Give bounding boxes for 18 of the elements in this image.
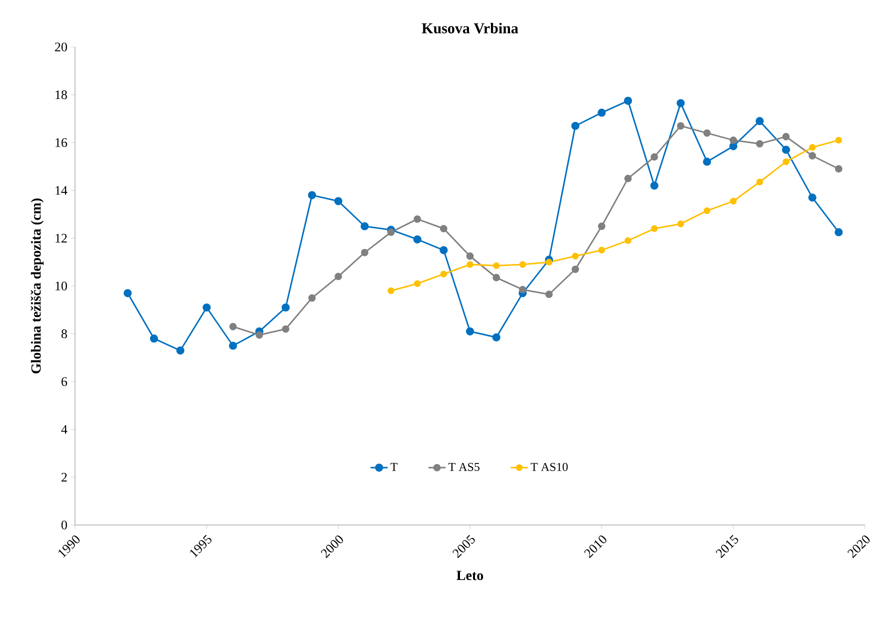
y-tick-label: 20	[55, 42, 67, 52]
y-tick-label: 18	[56, 90, 67, 100]
y-axis-title: Globina težišča depozita (cm)	[30, 198, 44, 374]
x-axis-title: Leto	[456, 570, 484, 580]
legend-label: T	[390, 462, 398, 471]
chart-title: Kusova Vrbina	[422, 22, 518, 34]
y-tick-label: 2	[62, 472, 67, 482]
y-tick-label: 6	[62, 377, 68, 386]
legend-label: T AS5	[448, 462, 480, 471]
y-tick-label: 12	[56, 234, 67, 242]
y-tick-label: 14	[56, 186, 68, 195]
y-tick-label: 10	[56, 282, 67, 290]
y-tick-label: 4	[61, 425, 68, 434]
y-tick-label: 8	[61, 329, 67, 338]
y-tick-label: 16	[56, 138, 68, 147]
x-tick-label: 1990	[58, 536, 80, 558]
y-tick-label: 0	[61, 520, 67, 530]
legend-label: T AS10	[530, 462, 568, 471]
